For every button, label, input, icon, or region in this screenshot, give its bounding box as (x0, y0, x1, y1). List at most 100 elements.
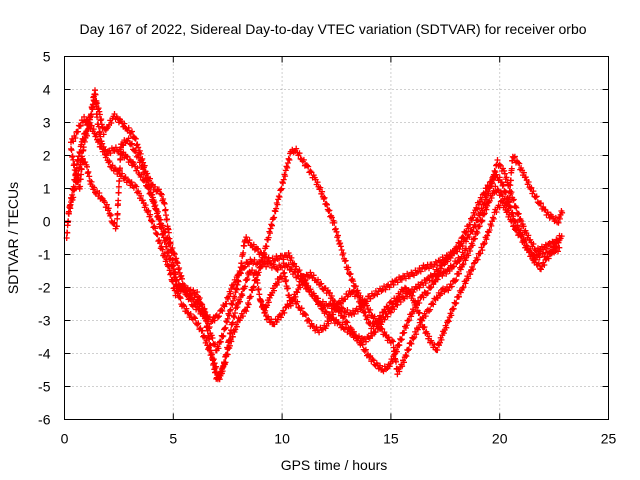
data-point (161, 200, 168, 207)
data-point (220, 333, 227, 339)
data-point (396, 368, 403, 375)
data-point (393, 358, 399, 365)
data-point (160, 196, 167, 202)
data-point (299, 277, 305, 284)
data-point (103, 201, 110, 208)
data-point (64, 229, 71, 236)
data-point (167, 240, 174, 247)
data-point (227, 306, 234, 313)
data-point (509, 209, 516, 216)
data-point (453, 276, 460, 283)
data-point (241, 265, 247, 271)
data-point (383, 366, 390, 373)
data-point (111, 219, 118, 226)
data-point (438, 336, 445, 343)
data-point (92, 91, 99, 98)
data-point (405, 347, 411, 354)
data-point (362, 346, 369, 353)
data-point (244, 276, 251, 282)
data-point (374, 319, 381, 326)
data-point (108, 120, 115, 126)
data-point (459, 234, 466, 241)
data-point (81, 113, 88, 120)
y-tick-label: 5 (43, 49, 51, 65)
data-point (532, 194, 539, 201)
data-point (555, 239, 562, 246)
data-point (556, 237, 563, 243)
data-point (247, 293, 254, 300)
data-point (478, 218, 485, 225)
x-tick-labels: 0 5 10 15 20 25 (61, 431, 617, 447)
y-tick-label: -2 (38, 280, 51, 296)
data-point (474, 206, 481, 213)
data-point (255, 286, 262, 292)
data-point (452, 278, 459, 285)
data-point (506, 194, 513, 201)
data-point (259, 258, 266, 265)
data-point (518, 233, 525, 240)
data-point (469, 242, 476, 249)
data-point (236, 298, 243, 305)
data-point (273, 205, 280, 212)
data-point (476, 212, 483, 219)
data-point (94, 114, 101, 121)
y-tick-label: -6 (38, 412, 51, 428)
y-tick-label: -1 (38, 247, 51, 263)
data-point (318, 280, 325, 287)
data-point (121, 175, 128, 182)
tick-marks (64, 56, 609, 420)
data-point (80, 144, 87, 151)
data-point (359, 341, 366, 348)
data-point (328, 315, 335, 321)
data-point (446, 268, 453, 274)
data-point (239, 313, 246, 320)
data-point (476, 223, 483, 230)
data-point (71, 186, 78, 193)
data-point (77, 122, 84, 129)
data-point (265, 234, 272, 241)
data-point (84, 170, 91, 177)
data-point (322, 308, 329, 315)
data-point (366, 354, 373, 361)
data-point (196, 295, 203, 301)
data-point (489, 179, 496, 186)
data-point (212, 369, 219, 375)
data-point (418, 317, 425, 324)
data-point (268, 264, 275, 271)
data-point (177, 295, 184, 302)
data-point (75, 128, 81, 135)
data-point (91, 184, 98, 191)
data-point (355, 335, 362, 342)
data-point (378, 314, 385, 321)
data-point (460, 234, 467, 241)
data-point (231, 295, 238, 301)
data-point (243, 234, 250, 241)
data-series-3 (65, 135, 469, 383)
data-point (155, 186, 162, 193)
data-point (501, 170, 508, 177)
data-point (232, 310, 238, 316)
data-point (294, 273, 301, 280)
data-point (77, 150, 83, 157)
data-point (460, 284, 467, 291)
data-point (307, 286, 314, 293)
data-point (219, 368, 226, 375)
data-point (211, 317, 218, 324)
data-point (506, 211, 513, 218)
data-point (173, 255, 180, 262)
data-point (350, 328, 357, 335)
data-point (433, 294, 440, 301)
data-point (371, 292, 378, 299)
data-point (513, 204, 520, 211)
data-point (523, 242, 530, 249)
data-point (293, 145, 300, 152)
data-point (416, 309, 423, 316)
data-point (171, 251, 178, 258)
data-point (444, 258, 451, 265)
data-point (160, 230, 167, 237)
data-point (73, 170, 80, 177)
data-point (88, 178, 95, 185)
data-point (314, 179, 321, 186)
data-point (465, 225, 472, 232)
